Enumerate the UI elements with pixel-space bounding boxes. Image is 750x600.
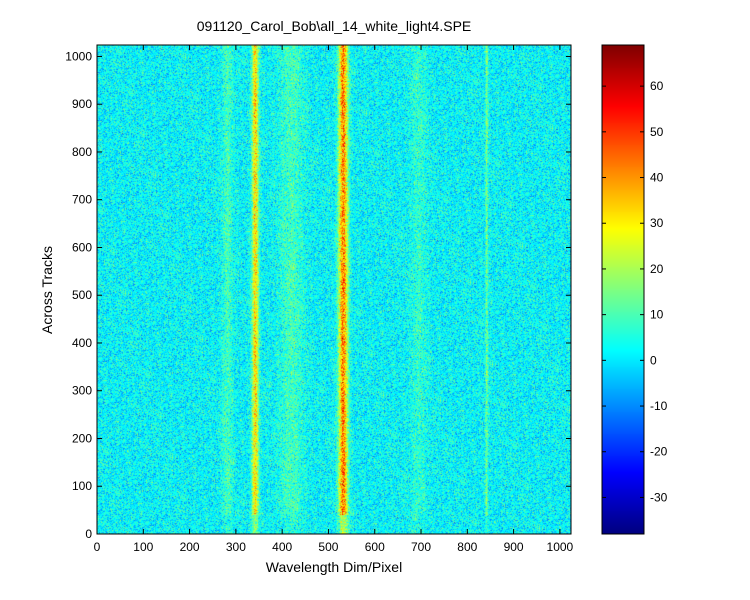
plot-frame	[96, 44, 572, 535]
y-tick-label: 300	[72, 384, 92, 398]
x-tick-label: 500	[318, 540, 338, 554]
y-tick-label: 0	[85, 527, 92, 541]
colorbar-frame	[601, 44, 645, 535]
x-tick-label: 900	[504, 540, 524, 554]
x-axis: 0 100 200 300 400 500 600 700 800 900 1000	[94, 45, 574, 554]
y-tick-label: 1000	[65, 49, 92, 63]
y-axis: 0 100 200 300 400 500 600 700 800 900 1000	[65, 49, 571, 541]
colorbar-tick-label: 60	[650, 79, 664, 93]
heatmap-plot	[96, 44, 572, 535]
y-tick-label: 500	[72, 288, 92, 302]
y-tick-label: 100	[72, 479, 92, 493]
colorbar-ticks: -30 -20 -10 0 10 20 30 40 50 60	[602, 79, 668, 504]
colorbar-tick-label: 20	[650, 262, 664, 276]
x-axis-label: Wavelength Dim/Pixel	[266, 559, 402, 575]
colorbar-tick-label: 10	[650, 308, 664, 322]
y-axis-label: Across Tracks	[39, 246, 55, 334]
y-tick-label: 200	[72, 431, 92, 445]
x-tick-label: 400	[272, 540, 292, 554]
chart-title: 091120_Carol_Bob\all_14_white_light4.SPE	[197, 18, 472, 34]
x-tick-label: 100	[133, 540, 153, 554]
y-tick-label: 700	[72, 193, 92, 207]
colorbar-tick-label: -20	[650, 445, 668, 459]
colorbar-tick-label: 40	[650, 171, 664, 185]
heatmap-image	[97, 45, 571, 534]
x-tick-label: 1000	[547, 540, 574, 554]
x-tick-label: 0	[94, 540, 101, 554]
colorbar: -30 -20 -10 0 10 20 30 40 50 60	[601, 44, 668, 535]
y-tick-label: 400	[72, 336, 92, 350]
x-tick-label: 700	[411, 540, 431, 554]
y-tick-label: 800	[72, 145, 92, 159]
colorbar-tick-label: 50	[650, 125, 664, 139]
x-tick-label: 800	[457, 540, 477, 554]
colorbar-tick-label: 30	[650, 216, 664, 230]
x-tick-label: 200	[180, 540, 200, 554]
colorbar-gradient	[602, 45, 644, 534]
x-tick-label: 300	[226, 540, 246, 554]
y-tick-label: 600	[72, 240, 92, 254]
x-tick-label: 600	[365, 540, 385, 554]
colorbar-tick-label: -30	[650, 490, 668, 504]
y-tick-label: 900	[72, 97, 92, 111]
colorbar-tick-label: -10	[650, 399, 668, 413]
colorbar-tick-label: 0	[650, 353, 657, 367]
